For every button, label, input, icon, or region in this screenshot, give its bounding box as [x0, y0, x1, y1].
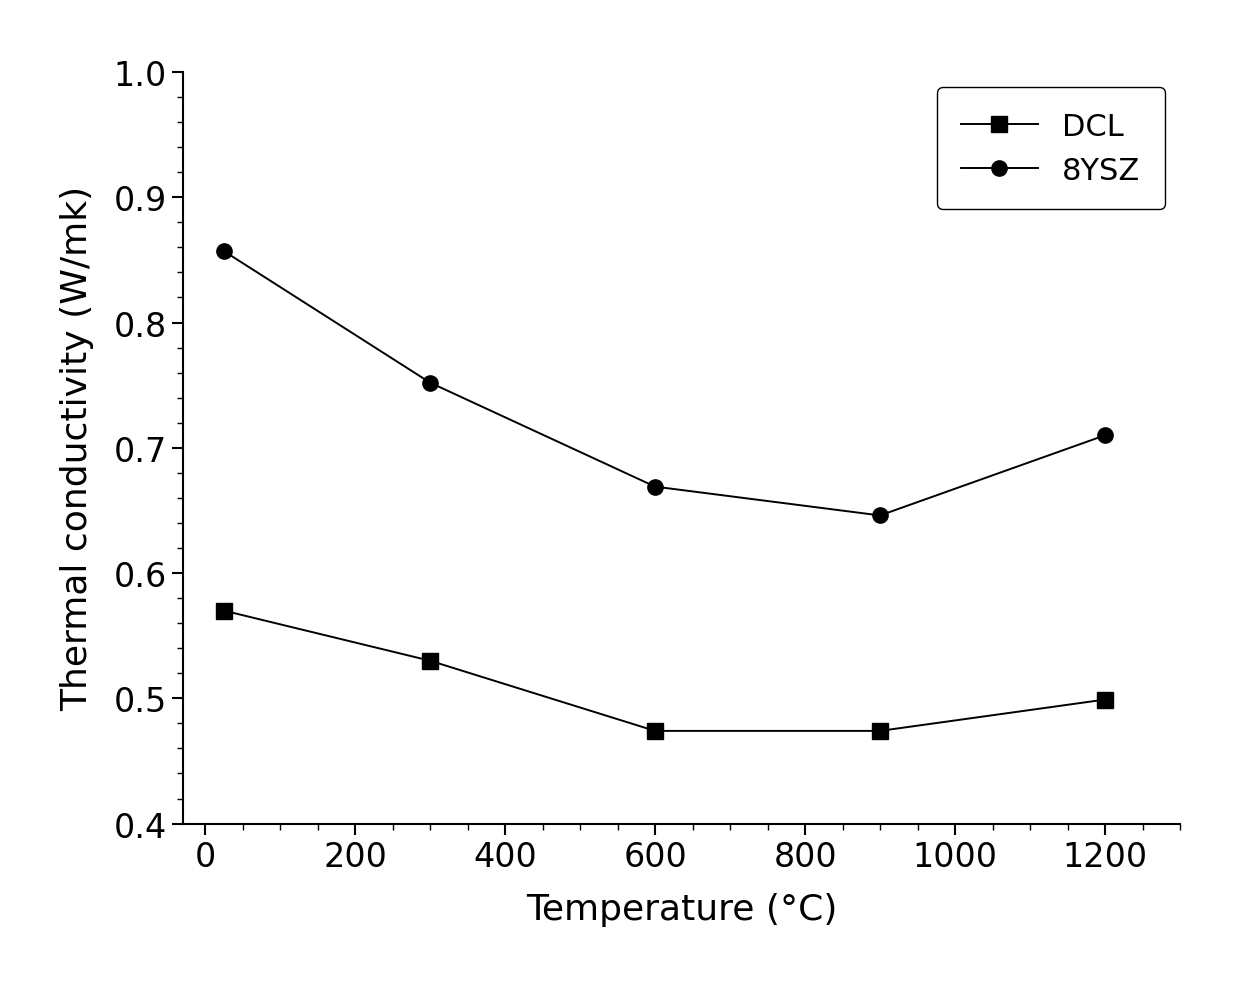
Legend: DCL, 8YSZ: DCL, 8YSZ [936, 88, 1164, 210]
DCL [1097, 694, 1112, 706]
DCL [647, 726, 662, 738]
DCL [423, 655, 438, 667]
X-axis label: Temperature (°C): Temperature (°C) [526, 892, 837, 926]
8YSZ [1097, 430, 1112, 442]
DCL [217, 605, 232, 617]
8YSZ [873, 510, 888, 522]
Y-axis label: Thermal conductivity (W/mk): Thermal conductivity (W/mk) [60, 186, 94, 711]
8YSZ [423, 378, 438, 389]
DCL [873, 726, 888, 738]
Line: DCL: DCL [216, 603, 1112, 739]
8YSZ [647, 481, 662, 493]
Line: 8YSZ: 8YSZ [216, 245, 1112, 524]
8YSZ [217, 246, 232, 257]
